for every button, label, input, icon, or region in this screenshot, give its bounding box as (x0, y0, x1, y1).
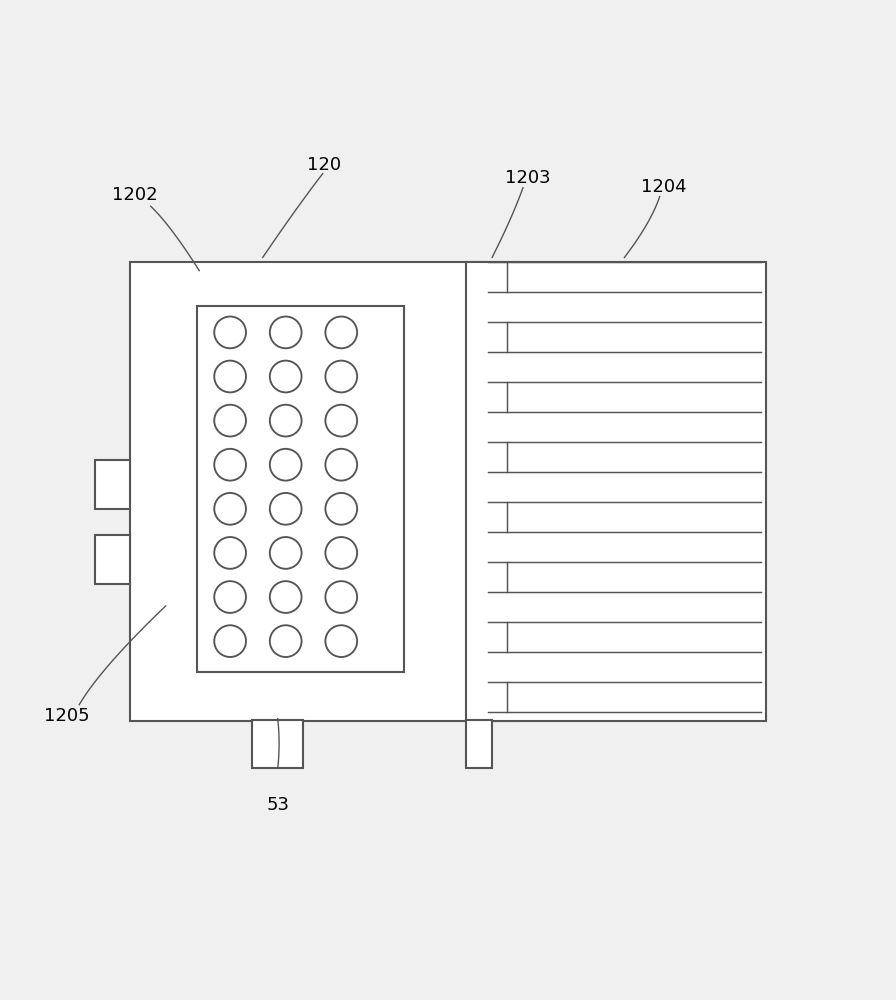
Bar (95, 460, 131, 509)
Circle shape (270, 405, 302, 436)
Bar (466, 720, 492, 768)
Circle shape (325, 449, 358, 481)
Circle shape (214, 537, 246, 569)
Circle shape (214, 625, 246, 657)
Circle shape (325, 405, 358, 436)
Text: 1203: 1203 (504, 169, 550, 187)
Circle shape (270, 449, 302, 481)
Circle shape (325, 493, 358, 525)
Circle shape (270, 493, 302, 525)
Circle shape (214, 581, 246, 613)
Circle shape (325, 361, 358, 392)
Circle shape (214, 493, 246, 525)
Text: 1204: 1204 (642, 178, 687, 196)
Text: 1205: 1205 (44, 707, 90, 725)
Circle shape (270, 537, 302, 569)
Circle shape (214, 317, 246, 348)
Text: 1202: 1202 (112, 186, 158, 204)
Circle shape (325, 317, 358, 348)
Bar (252, 720, 304, 768)
Circle shape (325, 537, 358, 569)
Circle shape (214, 361, 246, 392)
Circle shape (270, 317, 302, 348)
Bar (466, 262, 765, 721)
Circle shape (270, 361, 302, 392)
Circle shape (214, 405, 246, 436)
Circle shape (325, 625, 358, 657)
Bar (131, 262, 519, 721)
Bar (95, 535, 131, 584)
Circle shape (270, 625, 302, 657)
Circle shape (214, 449, 246, 481)
Text: 53: 53 (266, 796, 289, 814)
Circle shape (270, 581, 302, 613)
Bar (196, 306, 404, 672)
Circle shape (325, 581, 358, 613)
Text: 120: 120 (307, 156, 341, 174)
